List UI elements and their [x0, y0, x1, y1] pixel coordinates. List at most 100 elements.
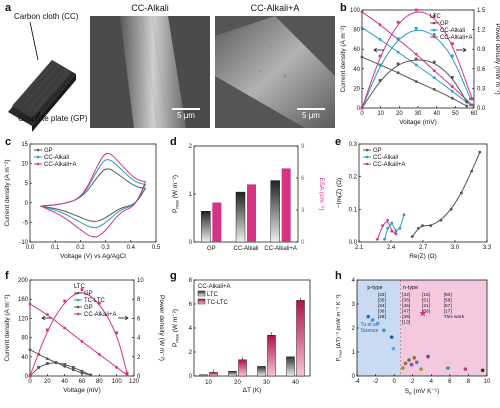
legend-marker	[365, 162, 369, 166]
y-tick-label: 0.6	[477, 67, 486, 73]
bar-ltc	[199, 374, 208, 377]
ref-label: [39]	[402, 314, 410, 320]
panel-c: c 0.0 0.1 0.2 0.3 0.4 0.5 -10 -5 0 5 10 15 Voltage (…	[0, 136, 165, 268]
bar-ltc	[257, 366, 266, 377]
y-tick-label: 9	[301, 144, 305, 150]
panel-label: c	[5, 136, 12, 148]
legend-entry: CC-Alkali	[44, 155, 69, 161]
nyquist-point	[410, 235, 414, 238]
y-axis-label: Current density (A m⁻²)	[4, 294, 11, 361]
bar-ltc	[286, 356, 295, 377]
chart-g: 0 2 4 6 8 Pmax (W m⁻²) ΔT (K) 10 20 30 40 CC-Alkali…	[172, 278, 311, 394]
y-tick-label: 0	[189, 240, 193, 246]
series-point	[378, 38, 382, 41]
legend-entry: CC-Alkali+A	[44, 162, 77, 168]
this-work-star	[419, 309, 427, 317]
series-point	[414, 80, 418, 83]
series-point	[432, 69, 436, 73]
series-point	[360, 10, 364, 14]
series-point	[80, 288, 84, 291]
nyquist-point	[478, 150, 482, 154]
legend-marker	[36, 155, 40, 159]
data-point	[412, 355, 416, 360]
y2-axis-label: ESA (cm⁻²)	[318, 177, 325, 210]
legend-entry: GP	[373, 148, 382, 154]
y-axis-label: Pmax (W m⁻²)	[172, 175, 180, 213]
x-tick-label: 4	[430, 379, 434, 385]
series-point	[28, 348, 32, 351]
nyquist-point	[470, 169, 474, 173]
cv-curve	[40, 159, 147, 229]
ref-label: This work	[444, 314, 465, 320]
series-point	[360, 26, 364, 30]
y-tick-label: 100	[350, 8, 361, 14]
x-tick-label: 0	[392, 379, 396, 385]
legend-title: LTC	[430, 14, 442, 20]
x-tick-label: 40	[292, 380, 299, 386]
data-point	[415, 360, 419, 365]
y-tick-label: 200	[18, 278, 29, 284]
ptype-label: p-type	[367, 285, 382, 291]
ref-label: [28]	[378, 314, 386, 320]
data-point	[426, 354, 430, 359]
x-tick-label: GP	[207, 246, 216, 252]
series-point	[45, 313, 49, 316]
series-point	[378, 63, 382, 67]
legend-title: LTC	[74, 284, 86, 290]
series-point	[414, 8, 418, 12]
panel-label: h	[335, 270, 342, 282]
series-point	[360, 106, 364, 110]
x-tick-label: 20	[396, 111, 403, 117]
legend-entry: GP	[84, 305, 93, 311]
x-tick-label: 2.1	[355, 245, 364, 251]
series-point	[63, 363, 67, 366]
bar-esa	[281, 168, 291, 242]
legend-entry: GP	[440, 21, 449, 27]
y-tick-label: 0	[357, 106, 361, 112]
legend-marker	[432, 28, 436, 32]
chart-b: 0 10 20 30 40 50 60 0 20 40 60 80 100 0.0 0.3 0.6 0.9 1.2…	[340, 8, 500, 126]
y-axis-label: Pmax (W m⁻²)	[172, 309, 180, 347]
series-point	[28, 374, 32, 378]
x-tick-label: 10	[205, 380, 212, 386]
series-point	[54, 361, 58, 364]
nyquist-point	[390, 221, 394, 225]
y-tick-label: 2	[137, 355, 141, 361]
data-point	[382, 328, 386, 333]
legend-marker	[76, 305, 80, 309]
nyquist-point	[376, 237, 379, 241]
bar-tc-ltc	[296, 300, 305, 377]
series-point	[360, 55, 364, 59]
ref-note: Science	[360, 328, 378, 334]
series-point	[45, 357, 49, 361]
ref-label: [33]	[378, 292, 386, 298]
panel-h: h -4 -2 0 2 4 6 8 10 0 1 2 3 4 Se (mV K⁻¹) Pmax (ΔT)⁻²…	[333, 270, 500, 403]
x-axis-label: ΔT (K)	[243, 387, 262, 394]
y-tick-label: 6	[137, 316, 141, 322]
series-line	[361, 59, 468, 109]
series-point	[396, 37, 400, 41]
x-axis-label: Voltage (V) vs Ag/AgCl	[60, 253, 126, 260]
bar-tc-ltc	[267, 334, 276, 377]
y-tick-label: 0	[137, 374, 141, 380]
nyquist-point	[460, 191, 463, 195]
series-point	[450, 75, 454, 79]
data-point	[446, 366, 450, 370]
series-point	[465, 104, 469, 108]
data-point	[389, 335, 394, 339]
gp-label: Graphite plate (GP)	[18, 114, 88, 123]
panel-label: f	[5, 270, 9, 282]
x-axis-label: Voltage (mV)	[399, 119, 437, 126]
ref-label: [36]	[402, 298, 410, 304]
legend-marker	[36, 162, 40, 166]
series-line	[29, 349, 91, 376]
bar-ltc	[228, 370, 237, 377]
y-tick-label: 2	[352, 326, 356, 332]
x-tick-label: 80	[96, 379, 103, 385]
series-point	[45, 362, 49, 365]
x-tick-label: CC-Alkali+A	[264, 246, 297, 252]
y2-axis-label: Power density (mW m⁻²)	[494, 23, 500, 94]
series-line	[361, 11, 473, 109]
ref-label: [56]	[422, 309, 430, 315]
series-point	[450, 89, 454, 93]
